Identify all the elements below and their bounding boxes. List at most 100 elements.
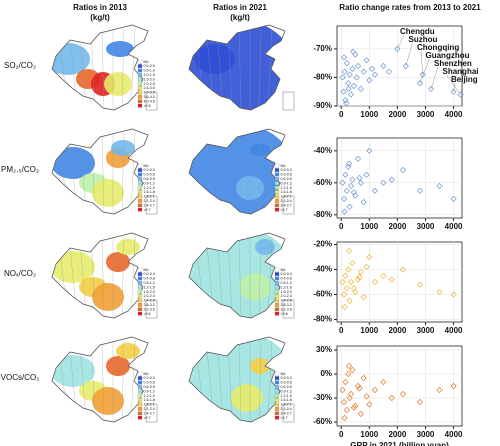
point: [347, 182, 355, 190]
y-tick-label: 0%: [320, 369, 332, 378]
point: [354, 276, 362, 283]
legend-label: 1.6-2.0: [281, 290, 292, 294]
point: [416, 398, 423, 406]
y-tick-label: -80%: [313, 210, 332, 219]
legend-label: >3.6: [144, 312, 151, 316]
inset: [145, 299, 158, 319]
inset: [282, 403, 295, 423]
point: [346, 297, 353, 304]
map-fill: [189, 25, 285, 110]
legend-label: 0.9-1.2: [144, 181, 155, 185]
legend-swatch: [274, 163, 280, 168]
region: [52, 251, 95, 283]
point: [371, 71, 379, 78]
legend-label: 0.3-0.6: [144, 381, 155, 385]
point: [343, 187, 350, 194]
map: [51, 128, 158, 215]
legend-label: 1.5-1.8: [144, 398, 155, 402]
point: [340, 88, 347, 95]
col-title: Ratios in 2013: [73, 3, 127, 12]
point: [341, 68, 348, 75]
legend-label: >2.7: [281, 208, 288, 212]
legend-label: 0.0-0.5: [144, 64, 155, 68]
legend-label: NA: [281, 268, 287, 272]
annotation: Chengdu: [400, 27, 435, 36]
point: [419, 71, 426, 78]
legend-swatch: [274, 276, 280, 281]
point: [346, 394, 353, 402]
legend-swatch: [274, 311, 280, 316]
point: [363, 57, 370, 64]
legend-swatch: [274, 194, 280, 199]
point: [340, 398, 348, 406]
point: [457, 91, 464, 98]
x-tick-label: 2000: [388, 326, 406, 335]
point: [416, 281, 423, 288]
point: [339, 386, 346, 394]
border: [267, 28, 273, 110]
point: [340, 54, 348, 61]
legend-label: 2.1-2.4: [144, 407, 155, 411]
point: [345, 362, 353, 370]
point: [360, 374, 367, 382]
point: [388, 176, 395, 183]
region: [52, 355, 95, 387]
inset: [145, 91, 158, 111]
border: [258, 236, 262, 318]
legend-label: 3.5-4.0: [144, 95, 155, 99]
point: [345, 80, 352, 87]
legend-swatch: [274, 185, 280, 190]
plot-frame: [336, 137, 463, 219]
x-tick-label: 2000: [388, 430, 406, 439]
legend-label: 1.5-1.8: [281, 398, 292, 402]
y-tick-label: 30%: [316, 345, 332, 354]
point: [380, 179, 387, 186]
legend-label: 0.4-0.8: [144, 277, 155, 281]
x-tick-label: 2000: [388, 110, 406, 119]
border: [130, 28, 136, 110]
region: [195, 44, 235, 74]
row-label: PM₂.₅/CO₂: [1, 165, 39, 174]
border: [101, 132, 105, 214]
legend-swatch: [274, 267, 280, 272]
col-title: Ratios in 2021: [213, 3, 267, 12]
map-fill: [52, 340, 140, 422]
border: [258, 132, 262, 214]
legend-swatch: [137, 64, 143, 68]
legend-swatch: [137, 303, 143, 307]
legend-swatch: [137, 267, 143, 272]
legend-swatch: [274, 389, 280, 394]
legend-swatch: [137, 376, 143, 380]
legend-label: 0.6-0.9: [144, 177, 155, 181]
legend-label: 0.0-0.3: [144, 376, 155, 380]
x-tick-label: 4000: [445, 110, 463, 119]
border: [258, 28, 262, 110]
point: [388, 394, 395, 402]
legend-swatch: [137, 181, 143, 186]
legend-label: 0.0-0.3: [144, 168, 155, 172]
point: [354, 62, 362, 70]
region: [92, 179, 124, 207]
region: [106, 252, 130, 272]
legend-swatch: [137, 298, 143, 303]
inset: [145, 403, 158, 423]
legend-label: 0.8-1.2: [281, 281, 292, 285]
x-tick-label: 1000: [360, 430, 378, 439]
point: [339, 74, 346, 81]
region: [104, 72, 132, 96]
x-tick-label: 0: [339, 430, 344, 439]
point: [343, 100, 350, 107]
legend-swatch: [274, 181, 280, 186]
y-tick-label: -30%: [313, 393, 332, 402]
legend-swatch: [137, 415, 143, 420]
legend-label: >2.7: [144, 208, 151, 212]
point: [354, 382, 362, 390]
point: [349, 366, 356, 374]
legend-swatch: [274, 398, 280, 402]
point: [388, 276, 395, 283]
region: [255, 239, 275, 255]
map: [51, 24, 158, 111]
point: [380, 272, 387, 279]
point: [340, 195, 348, 202]
y-tick-label: -60%: [313, 417, 332, 426]
